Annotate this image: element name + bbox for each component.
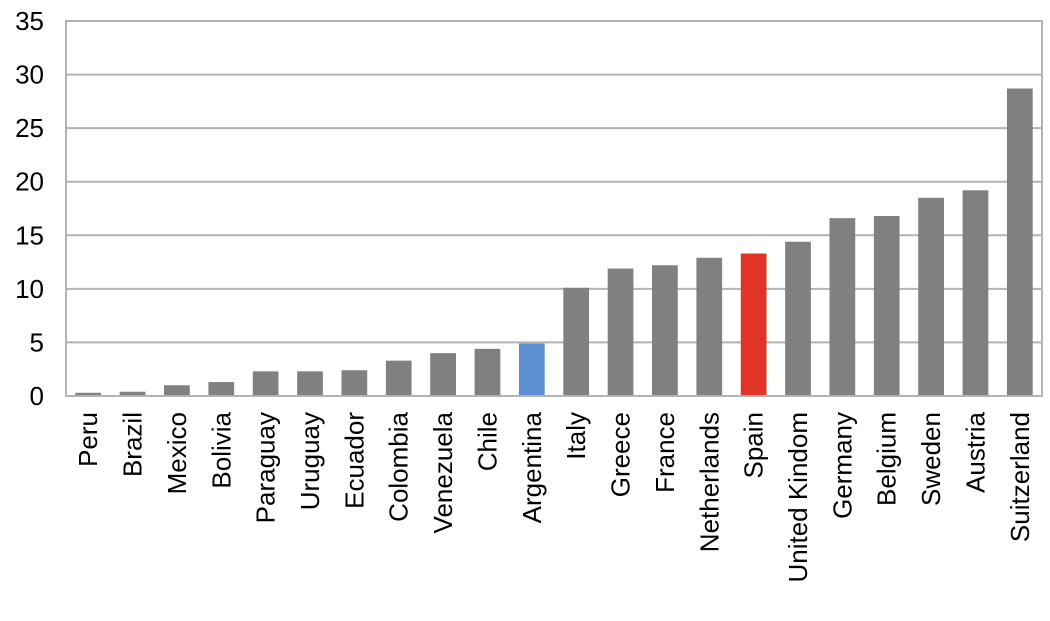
y-tick-label: 20 [15, 167, 44, 197]
x-tick-label: Venezuela [428, 411, 458, 533]
bar-austria [962, 190, 989, 396]
bar-france [652, 265, 678, 396]
x-tick-label: Germany [827, 412, 857, 519]
x-tick-label: Bolivia [206, 411, 236, 488]
x-tick-label: Austria [960, 411, 990, 492]
bar-ecuador [341, 370, 368, 396]
x-tick-label: Mexico [162, 412, 192, 494]
bar-brazil [119, 391, 146, 396]
y-tick-label: 0 [30, 381, 44, 411]
x-tick-label: Greece [606, 412, 636, 497]
y-tick-label: 10 [15, 274, 44, 304]
bar-chile [474, 348, 501, 396]
bar-peru [75, 392, 102, 396]
x-tick-label: Italy [561, 412, 591, 460]
x-tick-label: Sweden [916, 412, 946, 506]
y-tick-label: 25 [15, 113, 44, 143]
x-tick-label: Chile [472, 412, 502, 471]
y-tick-label: 15 [15, 220, 44, 250]
bar-uruguay [297, 371, 323, 396]
x-tick-label: Argentina [517, 411, 547, 523]
bar-italy [563, 287, 590, 396]
x-axis-labels: Peru Brazil Mexico Bolivia Paraguay Uruguay Ec… [73, 411, 1035, 582]
x-tick-label: Brazil [118, 412, 148, 477]
bar-sweden [918, 197, 944, 396]
plot-area-border [65, 20, 1043, 397]
x-tick-label: Netherlands [694, 412, 724, 552]
bar-suitzerland [1006, 88, 1033, 396]
gridlines [66, 20, 1042, 397]
bar-argentina [518, 343, 545, 396]
y-axis-ticks: 0 5 10 15 20 25 30 35 [15, 6, 44, 411]
x-tick-label: France [650, 412, 680, 493]
x-tick-label: Suitzerland [1005, 412, 1035, 542]
bar-netherlands [696, 257, 723, 396]
bar-germany [829, 218, 856, 396]
y-tick-label: 35 [15, 6, 44, 36]
x-tick-label: Uruguay [295, 412, 325, 510]
bar-spain [740, 253, 767, 396]
bar-bolivia [208, 382, 235, 396]
y-tick-label: 30 [15, 60, 44, 90]
bar-venezuela [430, 353, 456, 396]
bar-colombia [385, 360, 412, 396]
x-tick-label: Belgium [872, 412, 902, 506]
bar-belgium [873, 216, 900, 396]
bar-united-kindom [785, 241, 811, 396]
bars [75, 88, 1033, 396]
bar-mexico [164, 385, 190, 396]
bar-paraguay [252, 371, 279, 396]
x-tick-label: Colombia [384, 411, 414, 521]
x-tick-label: Peru [73, 412, 103, 467]
x-tick-label: Paraguay [251, 412, 281, 523]
x-tick-label: United Kindom [783, 412, 813, 583]
y-tick-label: 5 [30, 327, 44, 357]
bar-greece [607, 268, 634, 396]
x-tick-label: Spain [739, 412, 769, 479]
x-tick-label: Ecuador [339, 412, 369, 509]
